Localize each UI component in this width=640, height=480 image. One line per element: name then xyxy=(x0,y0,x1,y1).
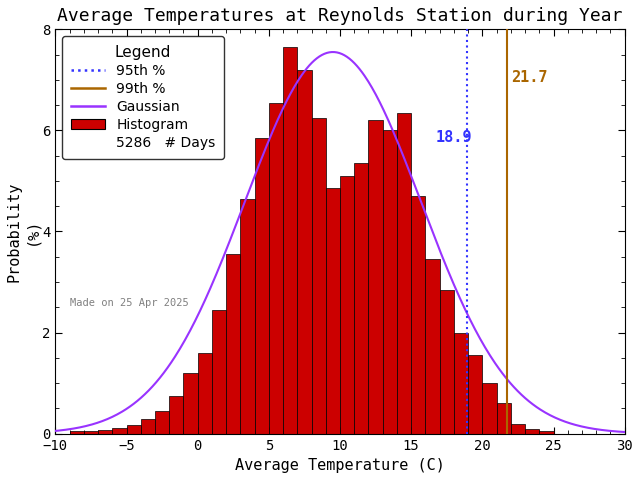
Bar xyxy=(155,411,169,433)
Bar xyxy=(269,103,283,433)
Bar xyxy=(226,254,241,433)
Bar xyxy=(440,289,454,433)
Bar xyxy=(98,430,112,433)
Bar xyxy=(212,310,226,433)
Bar xyxy=(383,131,397,433)
Bar xyxy=(397,113,411,433)
Bar xyxy=(169,396,184,433)
Title: Average Temperatures at Reynolds Station during Year: Average Temperatures at Reynolds Station… xyxy=(57,7,623,25)
Bar xyxy=(255,138,269,433)
Bar xyxy=(198,353,212,433)
Bar xyxy=(454,333,468,433)
Bar xyxy=(112,428,127,433)
Bar xyxy=(426,259,440,433)
Bar xyxy=(355,163,369,433)
Text: Made on 25 Apr 2025: Made on 25 Apr 2025 xyxy=(70,298,188,308)
Bar xyxy=(84,431,98,433)
Bar xyxy=(369,120,383,433)
Legend: 95th %, 99th %, Gaussian, Histogram, 5286   # Days: 95th %, 99th %, Gaussian, Histogram, 528… xyxy=(62,36,224,159)
Bar xyxy=(468,355,483,433)
Bar xyxy=(70,431,84,433)
Bar xyxy=(497,403,511,433)
Bar xyxy=(525,429,540,433)
Bar xyxy=(483,383,497,433)
Bar xyxy=(326,189,340,433)
X-axis label: Average Temperature (C): Average Temperature (C) xyxy=(235,458,445,473)
Text: 18.9: 18.9 xyxy=(435,131,472,145)
Bar xyxy=(184,373,198,433)
Bar xyxy=(241,199,255,433)
Text: 21.7: 21.7 xyxy=(511,70,547,84)
Bar xyxy=(511,423,525,433)
Bar xyxy=(340,176,355,433)
Bar xyxy=(411,196,426,433)
Y-axis label: Probability
(%): Probability (%) xyxy=(7,181,39,282)
Bar xyxy=(127,424,141,433)
Bar xyxy=(298,70,312,433)
Bar xyxy=(141,420,155,433)
Bar xyxy=(312,118,326,433)
Bar xyxy=(540,431,554,433)
Bar xyxy=(283,47,298,433)
